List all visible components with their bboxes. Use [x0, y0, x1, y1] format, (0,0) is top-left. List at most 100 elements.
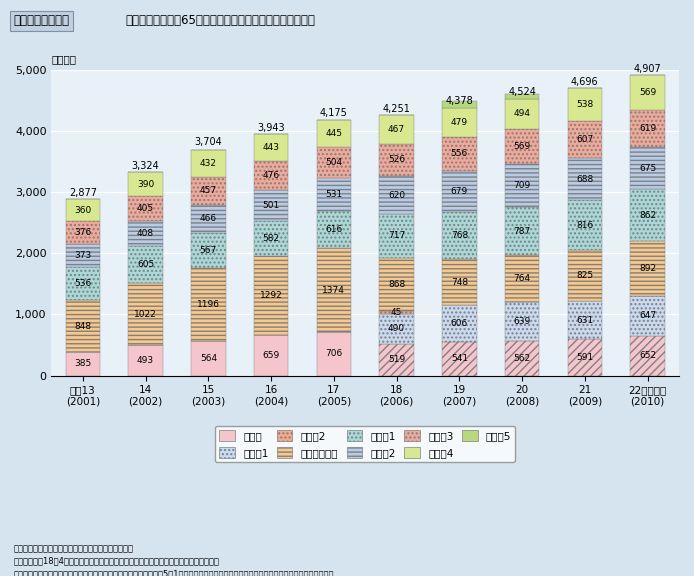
Text: 536: 536	[74, 279, 92, 288]
Text: 466: 466	[200, 214, 217, 223]
Bar	[316, 332, 351, 376]
Bar	[505, 302, 539, 341]
Text: 768: 768	[450, 232, 468, 240]
Bar	[442, 137, 477, 171]
Bar	[568, 339, 602, 376]
Text: 1292: 1292	[260, 291, 282, 300]
Text: 562: 562	[514, 354, 531, 363]
Text: 675: 675	[639, 164, 657, 173]
Bar	[380, 144, 414, 176]
Bar	[505, 341, 539, 376]
Text: 432: 432	[200, 159, 217, 168]
Bar	[630, 109, 665, 147]
Text: 591: 591	[576, 353, 593, 362]
Bar	[568, 158, 602, 200]
Text: 582: 582	[262, 234, 280, 243]
Text: 688: 688	[576, 175, 593, 184]
Bar	[442, 171, 477, 213]
Bar	[442, 101, 477, 108]
Text: 504: 504	[325, 158, 342, 167]
Bar	[505, 98, 539, 129]
Bar	[191, 204, 226, 233]
Text: 567: 567	[200, 246, 217, 255]
Bar	[568, 200, 602, 250]
Bar	[316, 248, 351, 332]
Text: 資料：厚生労働省「介護保険事業状況報告（年報）」
（注１）平成18年4月より介護保険法の改正に伴い、要介護度の区分が変更されている。
（注２）東日本大震災の影響: 資料：厚生労働省「介護保険事業状況報告（年報）」 （注１）平成18年4月より介護…	[14, 544, 335, 576]
Bar	[442, 213, 477, 259]
Bar	[505, 255, 539, 302]
Text: 620: 620	[388, 191, 405, 199]
Bar	[316, 120, 351, 147]
Bar	[66, 267, 100, 300]
Bar	[128, 196, 163, 221]
Bar	[380, 176, 414, 214]
Text: 825: 825	[576, 271, 593, 280]
Text: 45: 45	[391, 308, 403, 317]
Text: 848: 848	[74, 321, 92, 331]
Text: 図１－２－３－９: 図１－２－３－９	[14, 14, 70, 28]
Bar	[630, 296, 665, 336]
Text: 706: 706	[325, 350, 343, 358]
Bar	[128, 221, 163, 246]
Text: 4,907: 4,907	[634, 64, 661, 74]
Bar	[128, 246, 163, 283]
Text: 4,524: 4,524	[508, 87, 536, 97]
Text: 4,696: 4,696	[571, 77, 599, 86]
Text: 360: 360	[74, 206, 92, 215]
Bar	[128, 346, 163, 376]
Text: 408: 408	[137, 229, 154, 238]
Text: 373: 373	[74, 251, 92, 260]
Bar	[442, 108, 477, 137]
Bar	[66, 352, 100, 376]
Bar	[128, 283, 163, 346]
Text: 631: 631	[576, 316, 593, 324]
Text: 3,943: 3,943	[257, 123, 285, 132]
Text: 659: 659	[262, 351, 280, 360]
Text: 4,251: 4,251	[382, 104, 411, 114]
Text: 647: 647	[639, 312, 657, 320]
Text: 717: 717	[388, 232, 405, 240]
Text: 519: 519	[388, 355, 405, 364]
Text: 1196: 1196	[197, 300, 220, 309]
Bar	[254, 221, 289, 256]
Text: 619: 619	[639, 124, 657, 133]
Bar	[442, 305, 477, 343]
Bar	[254, 335, 289, 376]
Bar	[630, 75, 665, 109]
Bar	[505, 207, 539, 255]
Text: 3,324: 3,324	[132, 161, 160, 170]
Text: 390: 390	[137, 180, 154, 188]
Text: 479: 479	[451, 118, 468, 127]
Bar	[380, 115, 414, 144]
Text: 679: 679	[450, 187, 468, 196]
Bar	[191, 177, 226, 204]
Bar	[66, 244, 100, 267]
Bar	[191, 150, 226, 177]
Text: 494: 494	[514, 109, 531, 118]
Text: 1374: 1374	[323, 286, 346, 295]
Text: 764: 764	[514, 274, 531, 283]
Text: 569: 569	[514, 142, 531, 151]
Text: 2,877: 2,877	[69, 188, 97, 198]
Text: 892: 892	[639, 264, 657, 273]
Bar	[568, 250, 602, 301]
Text: 787: 787	[514, 227, 531, 236]
Bar	[254, 190, 289, 221]
Bar	[505, 94, 539, 98]
Text: 457: 457	[200, 186, 217, 195]
Text: 490: 490	[388, 324, 405, 334]
Text: 476: 476	[262, 171, 280, 180]
Text: 816: 816	[576, 221, 593, 230]
Text: 493: 493	[137, 356, 154, 365]
Text: 531: 531	[325, 190, 343, 199]
Text: 569: 569	[639, 88, 657, 97]
Text: 405: 405	[137, 204, 154, 213]
Bar	[316, 147, 351, 178]
Text: 467: 467	[388, 125, 405, 134]
Bar	[254, 161, 289, 190]
Text: 606: 606	[450, 320, 468, 328]
Text: 1022: 1022	[134, 310, 157, 319]
Legend: 要支援, 要支援1, 要支援2, 経過的要介護, 要介護1, 要介護2, 要介護3, 要介護4, 要介護5: 要支援, 要支援1, 要支援2, 経過的要介護, 要介護1, 要介護2, 要介護…	[215, 426, 516, 462]
Bar	[630, 147, 665, 189]
Text: （千人）: （千人）	[51, 55, 76, 65]
